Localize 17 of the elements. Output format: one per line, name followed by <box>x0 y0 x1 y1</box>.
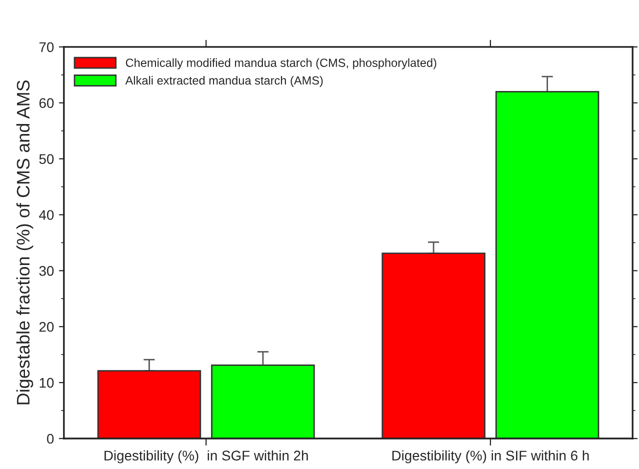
bar <box>382 252 486 439</box>
y-tick-label: 30 <box>39 266 54 276</box>
y-tick-label: 10 <box>40 378 54 388</box>
y-tick-label: 50 <box>39 154 54 164</box>
y-tick-label: 20 <box>39 322 54 332</box>
y-tick-label: 60 <box>39 98 54 108</box>
x-tick-label: Digestibility (%) in SGF within 2h <box>104 450 308 464</box>
y-tick-label: 70 <box>39 42 54 52</box>
y-tick-label: 0 <box>46 434 54 444</box>
bar <box>211 364 315 439</box>
y-axis-title: Digestable fraction (%) of CMS and AMS <box>16 80 34 404</box>
bar <box>495 90 600 439</box>
x-tick-label: Digestibility (%) in SIF within 6 h <box>392 450 589 464</box>
y-tick-label: 40 <box>39 210 54 220</box>
bar <box>97 370 202 439</box>
legend-label: Alkali extracted mandua starch (AMS) <box>125 76 323 87</box>
legend-label: Chemically modified mandua starch (CMS, phosphorylated) <box>126 58 436 70</box>
